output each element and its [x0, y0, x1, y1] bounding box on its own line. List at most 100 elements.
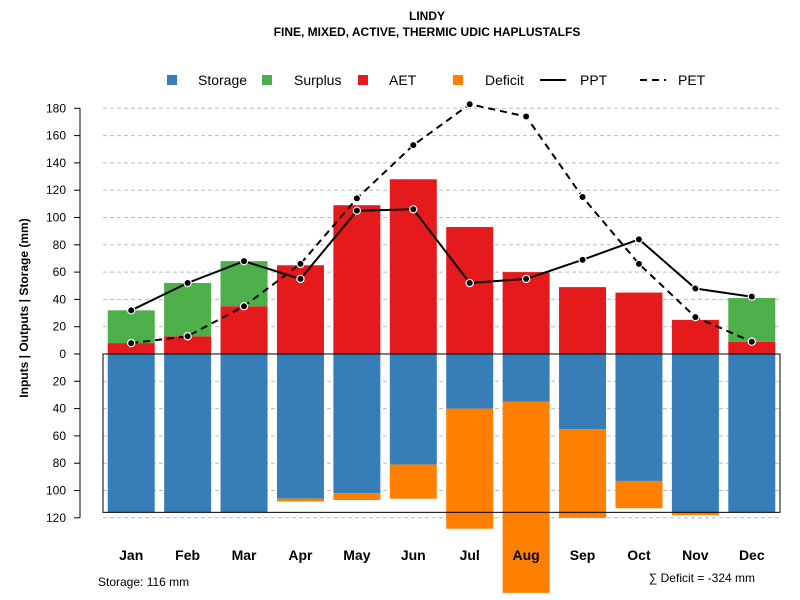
- legend-label: Deficit: [485, 72, 524, 88]
- pet-point: [352, 194, 362, 203]
- ppt-point: [521, 274, 531, 284]
- storage-bar: [276, 354, 324, 499]
- y-tick-label: 140: [46, 156, 66, 170]
- ppt-point: [239, 256, 249, 266]
- legend-label: Storage: [198, 72, 247, 88]
- y-tick-label: 40: [53, 292, 67, 306]
- surplus-bar: [220, 261, 268, 307]
- pet-point: [521, 112, 531, 121]
- storage-bar: [502, 354, 550, 402]
- pet-point: [409, 140, 418, 150]
- aet-bar: [220, 306, 268, 354]
- surplus-bar: [107, 310, 155, 344]
- ppt-point: [127, 306, 136, 315]
- deficit-bar: [559, 429, 607, 518]
- ppt-point: [634, 235, 644, 244]
- y-tick-label: 0: [59, 347, 66, 361]
- y-tick-label: 20: [53, 374, 67, 388]
- x-tick-label: Apr: [288, 547, 313, 563]
- x-tick-label: Jan: [119, 547, 143, 563]
- x-tick-label: Aug: [513, 547, 540, 563]
- aet-bar: [502, 272, 550, 354]
- deficit-bar: [502, 401, 550, 593]
- aet-bar: [559, 287, 607, 354]
- legend: Storage Surplus AET Deficit PPT PET: [167, 72, 706, 88]
- legend-label: AET: [389, 72, 417, 88]
- aet-bar: [671, 319, 719, 354]
- y-tick-label: 40: [53, 402, 67, 416]
- legend-swatch: [262, 75, 272, 85]
- deficit-bar: [276, 498, 324, 502]
- aet-bar: [728, 341, 776, 354]
- legend-swatch: [453, 75, 463, 85]
- aet-bar: [446, 227, 494, 354]
- x-tick-label: Nov: [682, 547, 709, 563]
- ppt-point: [352, 206, 362, 215]
- aet-bar: [333, 205, 381, 354]
- pet-line: [131, 103, 753, 345]
- chart-subtitle: FINE, MIXED, ACTIVE, THERMIC UDIC HAPLUS…: [274, 25, 581, 39]
- ppt-point: [747, 292, 756, 301]
- pet-point: [465, 100, 474, 109]
- y-tick-label: 20: [53, 320, 67, 334]
- deficit-bar: [333, 493, 381, 501]
- y-tick-label: 120: [46, 183, 66, 197]
- x-tick-label: Jun: [401, 547, 426, 563]
- y-tick-label: 120: [46, 511, 66, 525]
- ppt-line: [130, 208, 752, 312]
- deficit-bar: [615, 480, 663, 509]
- legend-label: PET: [678, 72, 706, 88]
- y-tick-label: 100: [46, 484, 66, 498]
- y-tick-label: 60: [53, 265, 67, 279]
- pet-point: [578, 192, 587, 202]
- deficit-bar: [671, 512, 719, 516]
- ppt-point: [465, 278, 474, 288]
- x-tick-label: Sep: [570, 547, 596, 563]
- storage-bar: [220, 354, 268, 513]
- storage-bar: [559, 354, 607, 430]
- storage-bar: [446, 354, 494, 409]
- storage-bar: [164, 354, 212, 513]
- ppt-point: [409, 205, 418, 214]
- y-tick-label: 180: [46, 101, 66, 115]
- legend-label: Surplus: [294, 72, 341, 88]
- pet-point: [296, 259, 305, 269]
- deficit-bar: [389, 464, 437, 499]
- pet-point: [747, 337, 756, 346]
- ppt-point: [691, 284, 700, 293]
- legend-swatch: [358, 75, 368, 85]
- bars: [102, 179, 781, 593]
- y-tick-label: 100: [46, 211, 66, 225]
- ppt-point: [578, 255, 587, 265]
- storage-bar: [333, 354, 381, 494]
- pet-point: [239, 302, 249, 311]
- deficit-footer: ∑ Deficit = -324 mm: [649, 571, 755, 585]
- storage-bar: [671, 354, 719, 513]
- y-tick-label: 80: [53, 238, 67, 252]
- pet-point: [183, 332, 192, 341]
- storage-bar: [107, 354, 155, 513]
- storage-footer: Storage: 116 mm: [98, 575, 189, 589]
- ppt-point: [296, 274, 305, 284]
- axes: 180 160 140 120 100 80 60 40 20 0 20 40 60 80 100 120 Ja…: [46, 101, 765, 563]
- storage-bar: [389, 354, 437, 465]
- deficit-bar: [446, 408, 494, 529]
- x-tick-label: Oct: [627, 547, 651, 563]
- pet-point: [634, 259, 644, 269]
- lines: [127, 100, 756, 348]
- legend-label: PPT: [580, 72, 608, 88]
- y-tick-label: 80: [53, 456, 67, 470]
- x-tick-label: Mar: [232, 547, 257, 563]
- pet-point: [127, 338, 136, 348]
- chart-title: LINDY: [409, 9, 445, 23]
- surplus-bar: [728, 298, 776, 342]
- legend-swatch: [167, 75, 177, 85]
- x-tick-label: Jul: [460, 547, 480, 563]
- x-tick-label: Dec: [739, 547, 765, 563]
- y-tick-label: 160: [46, 129, 66, 143]
- aet-bar: [107, 343, 155, 354]
- x-tick-label: Feb: [175, 547, 200, 563]
- y-axis-label: Inputs | Outputs | Storage (mm): [17, 218, 31, 397]
